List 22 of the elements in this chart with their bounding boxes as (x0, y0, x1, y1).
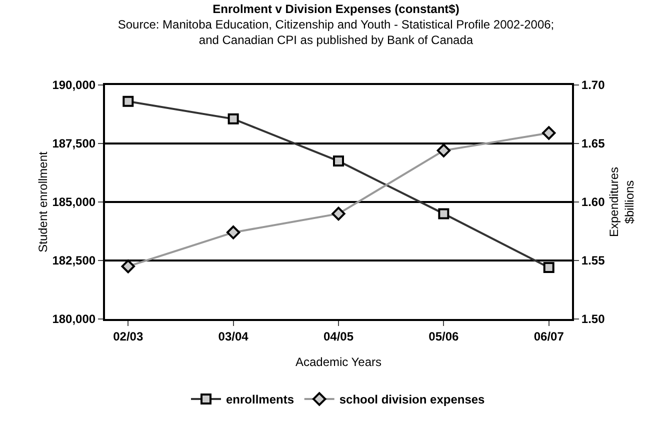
y-axis-title: Student enrollment (36, 150, 50, 252)
y2-axis-title: Expenditures $billions (607, 166, 637, 238)
chart-title: Enrolment v Division Expenses (constant$) (212, 2, 460, 16)
legend-label: school division expenses (339, 392, 486, 407)
y2-tick-label: 1.50 (581, 312, 606, 326)
x-tick-label: 06/07 (534, 329, 564, 344)
x-tick-label: 05/06 (428, 329, 460, 344)
y2-tick-label: 1.55 (581, 254, 606, 268)
y2-tick-label: 1.70 (581, 78, 606, 92)
x-tick-label: 02/03 (113, 329, 144, 344)
y2-tick-label: 1.65 (581, 136, 606, 151)
x-tick-label: 03/04 (218, 329, 249, 344)
legend-label: enrollments (226, 392, 294, 407)
x-tick-label: 04/05 (323, 329, 354, 344)
x-axis-title: Academic Years (295, 355, 382, 369)
y2-tick-label: 1.60 (581, 195, 606, 210)
y-tick-label: 185,000 (52, 195, 96, 210)
y-tick-label: 182,500 (52, 254, 96, 268)
chart-subtitle: Source: Manitoba Education, Citizenship and Youth - Statistical Profile 2002-2006; and Canadian CPI as published by Bank of Canada (118, 17, 554, 47)
y-tick-label: 180,000 (52, 312, 96, 326)
y-tick-label: 187,500 (52, 136, 96, 151)
y-tick-label: 190,000 (52, 78, 96, 92)
